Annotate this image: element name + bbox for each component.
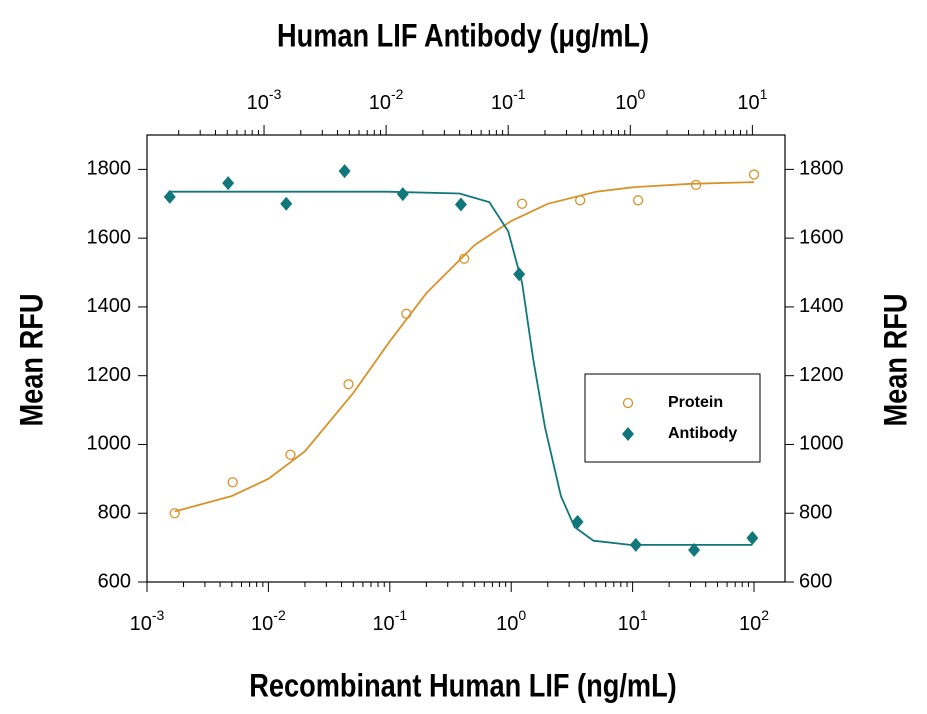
data-point [622,397,634,409]
y-tick-label: 1800 [87,158,132,180]
x-axis-label: Recombinant Human LIF (ng/mL) [249,668,677,704]
tick-exponent: 0 [638,86,646,102]
data-point [396,187,409,202]
tick-exponent: -1 [395,607,408,623]
tick-exponent: -1 [513,86,526,102]
y-tick-label: 1600 [87,226,132,248]
y2-tick-label: 1000 [799,433,844,455]
y2-tick-label: 800 [799,502,832,524]
tick-base: 10 [247,92,269,114]
tick-base: 10 [739,613,761,635]
data-point [575,195,586,206]
data-point [401,308,412,319]
tick-base: 10 [372,613,394,635]
y2-tick-label: 600 [799,570,832,592]
data-point [629,537,642,552]
tick-exponent: -2 [391,86,404,102]
data-point [227,477,238,488]
data-point [746,530,759,545]
data-point [513,267,526,282]
y-tick-label: 1000 [87,433,132,455]
tick-base: 10 [369,92,391,114]
tick-base: 10 [251,613,273,635]
y2-tick-label: 1800 [799,158,844,180]
tick-base: 10 [491,92,513,114]
y-tick-label: 1200 [87,364,132,386]
tick-base: 10 [496,613,518,635]
fit-curve [174,181,755,513]
tick-base: 10 [618,613,640,635]
y-axis-label: Mean RFU [14,294,50,427]
x-tick-label: 102 [739,607,769,636]
tick-exponent: 2 [761,607,769,623]
tick-exponent: 1 [640,607,648,623]
data-point [169,508,180,519]
data-point [222,176,235,191]
data-point [632,195,644,206]
x-tick-label: 10-2 [369,86,404,115]
data-point [285,449,296,460]
plot-frame [146,134,786,583]
tick-exponent: 0 [518,607,526,623]
y2-tick-label: 1200 [799,364,844,386]
tick-base: 10 [737,92,759,114]
x-tick-label: 101 [618,607,648,636]
tick-base: 10 [615,92,637,114]
data-point [343,379,354,390]
x-tick-label: 10-3 [130,607,165,636]
legend-label: Antibody [668,425,737,442]
y-tick-label: 600 [98,570,131,592]
y2-axis-label: Mean RFU [878,294,914,427]
tick-exponent: -3 [152,607,165,623]
x-tick-label: 100 [615,86,645,115]
data-point [338,164,351,179]
data-point [459,253,470,264]
x-tick-label: 10-1 [491,86,526,115]
data-point [690,179,702,191]
x-tick-label: 101 [737,86,767,115]
data-point [748,169,760,180]
x-tick-label: 10-3 [247,86,282,115]
data-point [516,198,528,209]
x-tick-label: 10-2 [251,607,286,636]
data-point [163,189,176,204]
data-point [622,427,634,441]
legend-box [584,373,761,463]
tick-exponent: 1 [760,86,768,102]
fit-curve [169,190,753,546]
data-point [454,197,467,212]
y2-tick-label: 1400 [799,295,844,317]
x-tick-label: 10-1 [372,607,407,636]
y-tick-label: 1400 [87,295,132,317]
tick-exponent: -2 [273,607,286,623]
y2-tick-label: 1600 [799,226,844,248]
data-point [688,543,701,558]
tick-base: 10 [130,613,152,635]
data-point [571,514,584,529]
legend-label: Protein [668,394,723,411]
chart-title: Human LIF Antibody (μg/mL) [277,18,649,54]
tick-exponent: -3 [269,86,282,102]
x-tick-label: 100 [496,607,526,636]
y-tick-label: 800 [98,502,131,524]
data-point [280,196,293,211]
